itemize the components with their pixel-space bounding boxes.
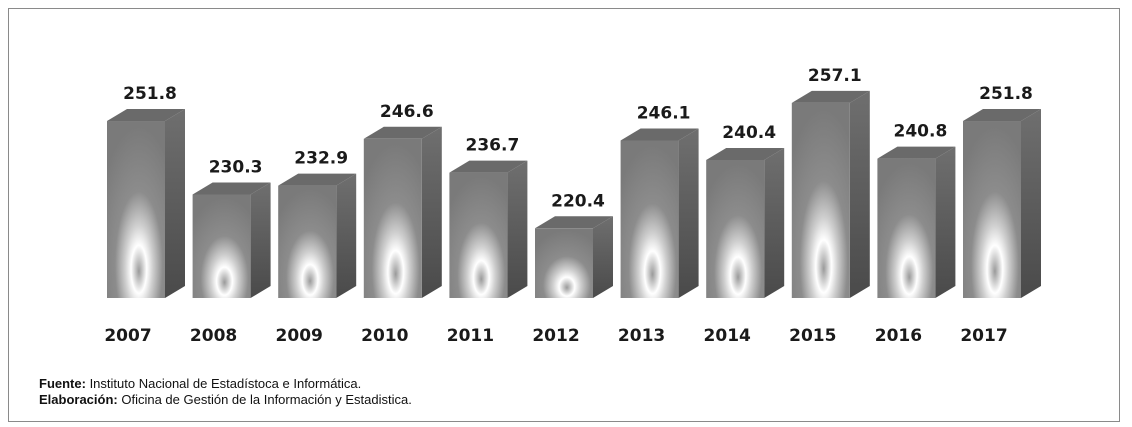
value-label-2010: 246.6 — [380, 102, 434, 122]
year-label-2010: 2010 — [361, 326, 408, 346]
bar-side-2008 — [250, 182, 271, 298]
bar-top-2015 — [791, 90, 870, 103]
bar-front-2015 — [791, 102, 850, 299]
bar-front-2008 — [192, 194, 251, 298]
bar-2015 — [791, 90, 870, 299]
bar-front-2007 — [107, 121, 165, 299]
elaboration-label: Elaboración: — [39, 392, 118, 407]
bar-2012 — [535, 216, 613, 298]
source-label: Fuente: — [39, 376, 86, 391]
bar-2007 — [107, 109, 185, 299]
value-label-2009: 232.9 — [294, 149, 348, 169]
value-label-2015: 257.1 — [808, 66, 862, 86]
source-note: Fuente: Instituto Nacional de Estadístoc… — [39, 376, 412, 392]
elaboration-note: Elaboración: Oficina de Gestión de la In… — [39, 392, 412, 408]
bar-front-2017 — [963, 121, 1021, 299]
year-label-2014: 2014 — [704, 326, 751, 346]
value-label-2008: 230.3 — [209, 157, 263, 177]
value-label-2016: 240.8 — [894, 122, 948, 142]
year-label-2011: 2011 — [447, 326, 494, 346]
bar-2017 — [963, 109, 1041, 299]
year-label-2009: 2009 — [276, 326, 323, 346]
bar-top-2012 — [535, 216, 613, 229]
bar-top-2016 — [877, 146, 956, 159]
bar-front-2012 — [535, 228, 593, 298]
bar-front-2011 — [449, 172, 508, 298]
bar-front-2010 — [363, 138, 422, 298]
bar-top-2009 — [278, 173, 357, 186]
elaboration-text: Oficina de Gestión de la Información y E… — [117, 392, 412, 407]
value-label-2014: 240.4 — [722, 123, 776, 143]
year-label-2015: 2015 — [789, 326, 836, 346]
year-label-2013: 2013 — [618, 326, 665, 346]
value-label-2012: 220.4 — [551, 191, 605, 211]
bar-side-2010 — [421, 126, 442, 299]
bar-2016 — [877, 146, 956, 298]
bar-side-2011 — [507, 160, 528, 298]
year-label-2016: 2016 — [875, 326, 922, 346]
value-label-2013: 246.1 — [637, 103, 691, 123]
year-label-2008: 2008 — [190, 326, 237, 346]
bar-chart: 251.8 2007 230.3 2008 232.9 2009 246.6 2010 236.… — [104, 66, 1041, 346]
year-label-2007: 2007 — [104, 326, 151, 346]
bar-2014 — [706, 147, 785, 298]
bar-2008 — [192, 182, 271, 298]
year-label-2017: 2017 — [960, 326, 1007, 346]
bar-top-2017 — [963, 109, 1041, 122]
bar-top-2011 — [449, 160, 528, 173]
bar-front-2009 — [278, 185, 337, 298]
bar-2009 — [278, 173, 357, 298]
value-label-2007: 251.8 — [123, 84, 177, 104]
bar-top-2008 — [192, 182, 271, 195]
value-label-2011: 236.7 — [466, 136, 520, 156]
bar-side-2009 — [336, 173, 357, 298]
chart-notes: Fuente: Instituto Nacional de Estadístoc… — [39, 376, 412, 408]
bar-2011 — [449, 160, 528, 298]
bar-2013 — [620, 128, 699, 298]
year-label-2012: 2012 — [532, 326, 579, 346]
bar-2010 — [363, 126, 442, 299]
bar-top-2014 — [706, 147, 785, 160]
bar-side-2007 — [165, 109, 185, 299]
bar-top-2013 — [620, 128, 699, 141]
bar-front-2013 — [620, 140, 679, 298]
bar-front-2016 — [877, 158, 936, 298]
bar-side-2013 — [678, 128, 699, 298]
bar-side-2014 — [764, 147, 785, 298]
bar-side-2015 — [849, 90, 870, 299]
chart-frame: 251.8 2007 230.3 2008 232.9 2009 246.6 2010 236.… — [8, 8, 1120, 422]
bar-side-2016 — [935, 146, 956, 298]
bar-top-2010 — [363, 126, 442, 139]
value-label-2017: 251.8 — [979, 84, 1033, 104]
bar-side-2017 — [1021, 109, 1041, 299]
source-text: Instituto Nacional de Estadístoca e Info… — [85, 376, 362, 391]
bar-side-2012 — [593, 216, 613, 298]
bar-top-2007 — [107, 109, 185, 122]
bar-front-2014 — [706, 159, 765, 298]
